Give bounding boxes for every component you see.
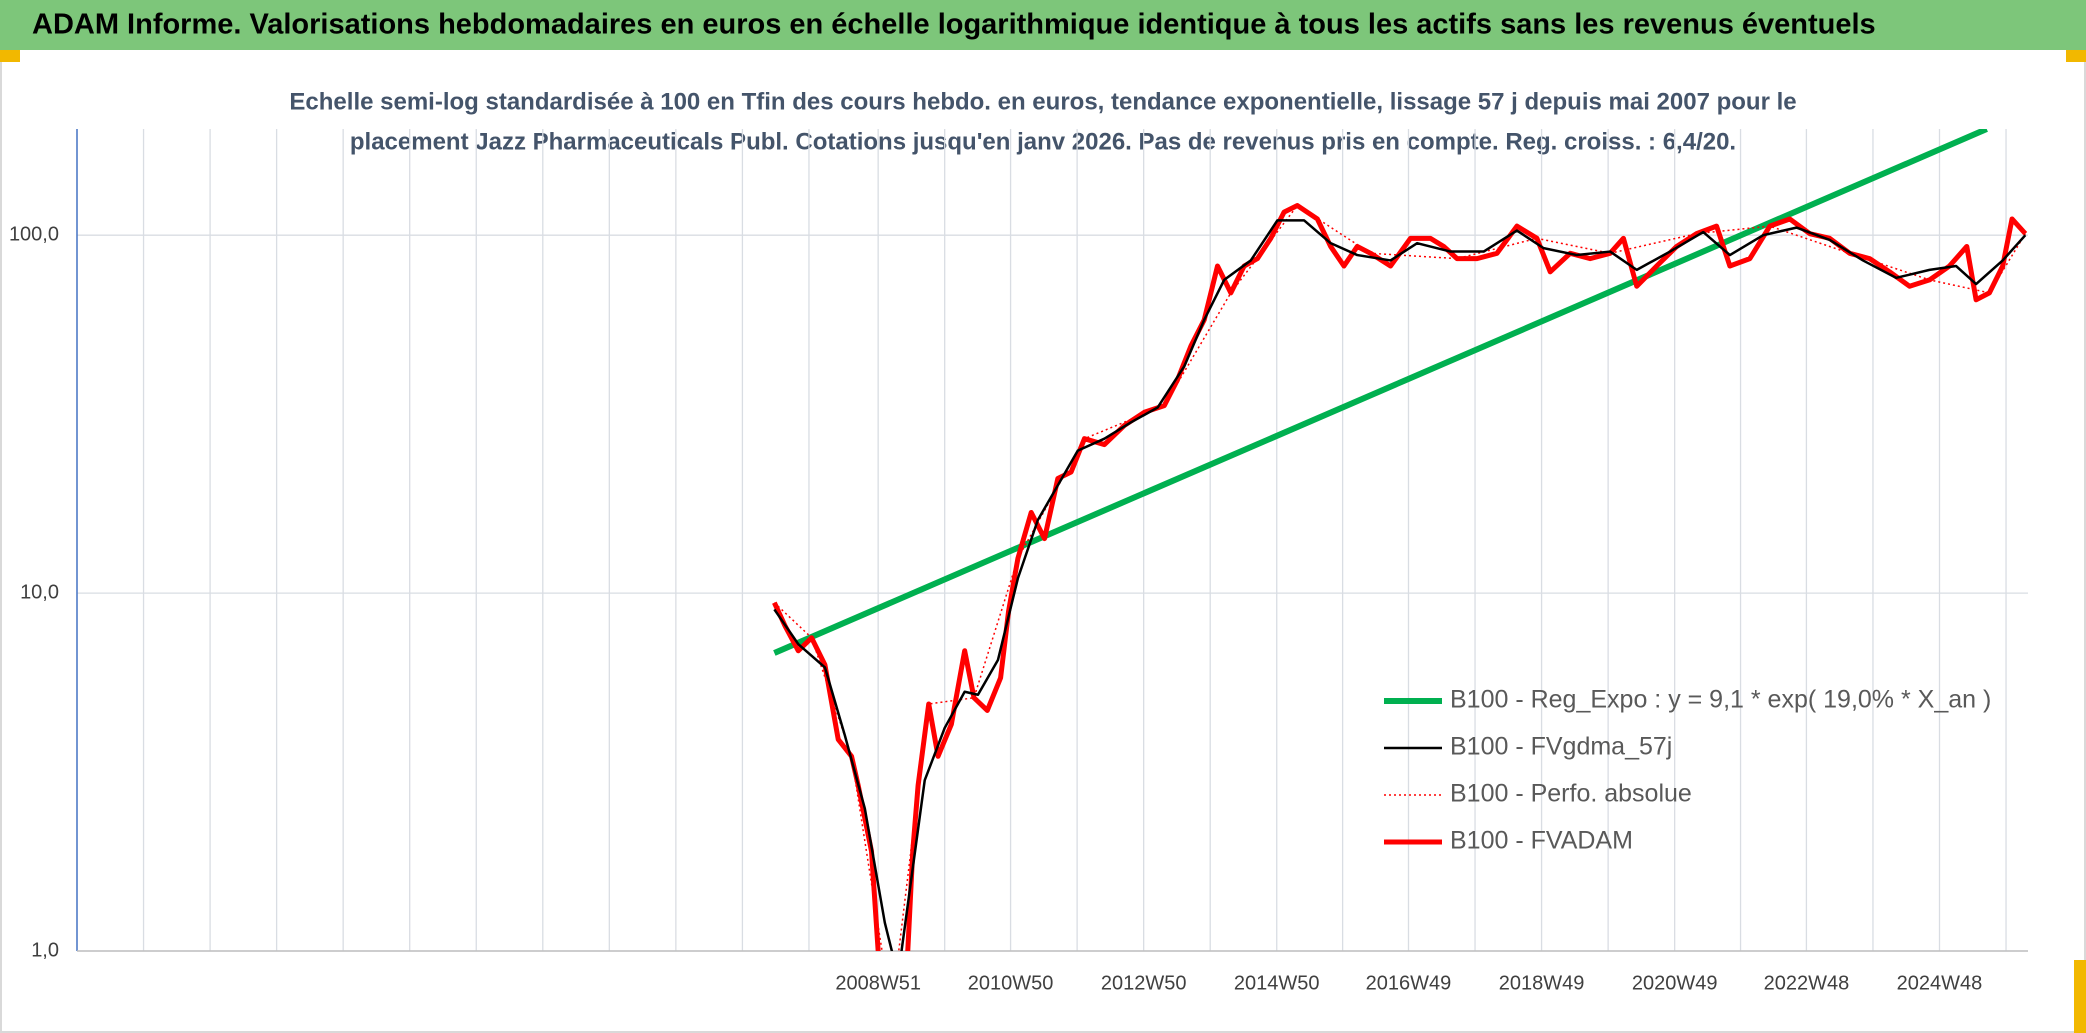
y-tick-label: 100,0 [9,223,59,245]
y-tick-label: 1,0 [31,939,59,961]
plot-area [772,129,2028,951]
legend-label: B100 - FVgdma_57j [1450,733,1672,761]
corner-marker [2066,50,2086,62]
y-tick-label: 10,0 [20,581,59,603]
corner-marker [2074,960,2086,1033]
x-tick-label: 2022W48 [1764,972,1850,994]
chart-title: ADAM Informe. Valorisations hebdomadaire… [32,9,1876,41]
corner-marker [0,50,20,62]
legend-label: B100 - Perfo. absolue [1450,780,1692,808]
series-line [773,219,2027,951]
series-line [773,129,1988,656]
x-tick-label: 2016W49 [1366,972,1452,994]
legend-label: B100 - Reg_Expo : y = 9,1 * exp( 19,0% *… [1450,686,1991,714]
header-band [0,0,2086,50]
x-tick-label: 2024W48 [1897,972,1983,994]
chart-subtitle: Echelle semi-log standardisée à 100 en T… [289,88,1796,115]
x-tick-label: 2018W49 [1499,972,1585,994]
legend-label: B100 - FVADAM [1450,827,1633,855]
chart-subtitle: placement Jazz Pharmaceuticals Publ. Cot… [350,128,1736,155]
x-tick-label: 2010W50 [968,972,1054,994]
x-tick-label: 2020W49 [1632,972,1718,994]
x-tick-label: 2014W50 [1234,972,1320,994]
x-tick-label: 2012W50 [1101,972,1187,994]
x-tick-label: 2008W51 [835,972,921,994]
